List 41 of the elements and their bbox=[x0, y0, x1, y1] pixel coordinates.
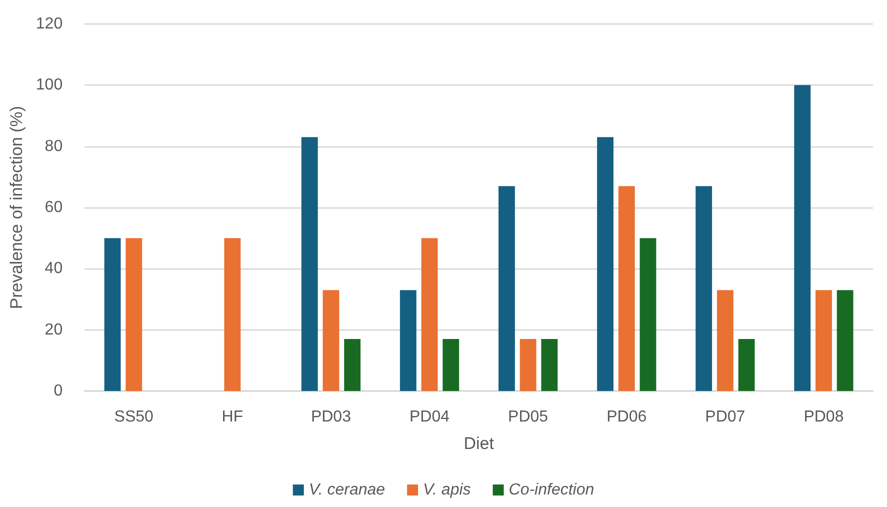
bar bbox=[344, 339, 361, 391]
x-axis-title: Diet bbox=[464, 434, 494, 453]
legend-label: Co-infection bbox=[508, 482, 594, 498]
x-tick-label: PD08 bbox=[804, 408, 844, 426]
bar bbox=[224, 238, 241, 391]
legend-label: V. apis bbox=[423, 482, 471, 498]
y-tick-label: 80 bbox=[44, 138, 63, 155]
bar bbox=[421, 238, 438, 391]
bar bbox=[442, 339, 460, 391]
bar bbox=[498, 186, 515, 391]
bar bbox=[816, 290, 832, 391]
bar bbox=[322, 290, 340, 391]
x-tick-label: PD03 bbox=[310, 408, 352, 426]
x-tick-label: HF bbox=[222, 408, 244, 426]
bar bbox=[541, 339, 558, 391]
bar bbox=[836, 290, 854, 391]
bar bbox=[716, 290, 734, 391]
y-tick-label: 20 bbox=[44, 321, 63, 338]
bar bbox=[400, 290, 416, 391]
x-tick-label: PD05 bbox=[508, 408, 548, 426]
bar bbox=[520, 339, 536, 391]
y-tick-label: 100 bbox=[36, 76, 63, 94]
y-tick-label: 40 bbox=[44, 260, 63, 278]
x-tick-label: PD07 bbox=[705, 408, 746, 426]
bar bbox=[126, 238, 142, 391]
y-axis-title: Prevalence of infection (%) bbox=[7, 106, 26, 310]
bar bbox=[794, 85, 811, 391]
bar bbox=[640, 238, 656, 391]
bar bbox=[597, 137, 614, 391]
y-tick-label: 120 bbox=[36, 16, 63, 32]
legend-label: V. ceranae bbox=[308, 482, 386, 498]
bar bbox=[104, 238, 121, 391]
x-tick-label: PD06 bbox=[606, 408, 647, 426]
x-tick-label: PD04 bbox=[410, 408, 450, 426]
bar bbox=[696, 186, 712, 391]
y-tick-label: 60 bbox=[44, 199, 63, 216]
y-tick-label: 0 bbox=[54, 382, 63, 400]
bar bbox=[301, 137, 318, 391]
bar bbox=[738, 339, 755, 391]
x-tick-label: SS50 bbox=[114, 408, 154, 426]
bar bbox=[618, 186, 635, 391]
